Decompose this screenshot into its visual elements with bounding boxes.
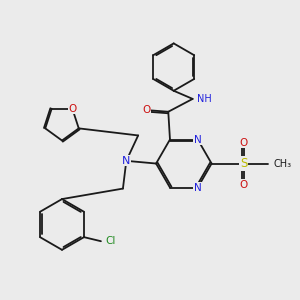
Text: Cl: Cl (105, 236, 115, 246)
Text: NH: NH (197, 94, 212, 104)
Text: O: O (142, 105, 150, 115)
Text: N: N (194, 183, 202, 193)
Text: S: S (240, 157, 247, 170)
Text: O: O (68, 104, 76, 114)
Text: CH₃: CH₃ (273, 158, 291, 169)
Text: N: N (122, 156, 130, 166)
Text: O: O (240, 138, 248, 148)
Text: O: O (240, 179, 248, 190)
Text: N: N (194, 134, 202, 145)
